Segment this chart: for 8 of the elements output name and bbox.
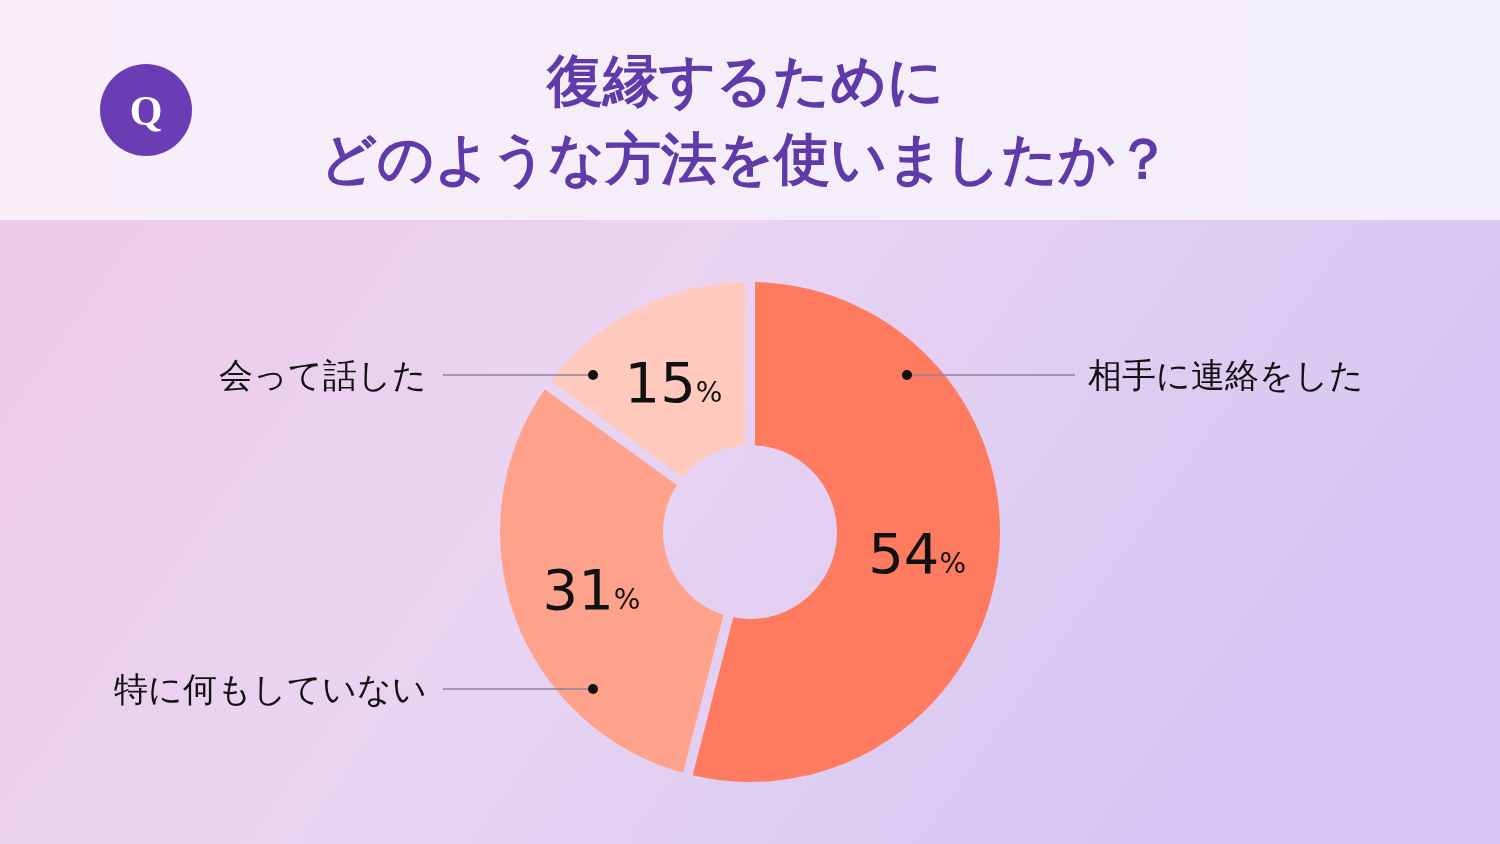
slice-label: 相手に連絡をした (1088, 355, 1364, 396)
text: Q (129, 88, 163, 134)
data-label: 31% (542, 557, 641, 623)
chart-title: 復縁するためにどのような方法を使いましたか？ (319, 48, 1171, 191)
data-label: 54% (868, 521, 967, 587)
data-label: 15% (624, 349, 723, 415)
slice-label: 特に何もしていない (114, 668, 427, 709)
slice-label: 会って話した (219, 355, 427, 396)
